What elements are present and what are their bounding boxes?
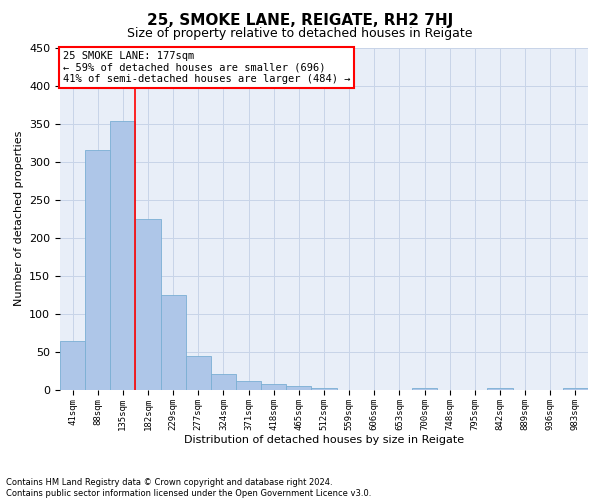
Bar [261,384,286,390]
Bar [211,374,236,390]
Bar [286,386,311,390]
Y-axis label: Number of detached properties: Number of detached properties [14,131,23,306]
Bar [412,388,437,390]
Bar [487,388,512,390]
Text: 25, SMOKE LANE, REIGATE, RH2 7HJ: 25, SMOKE LANE, REIGATE, RH2 7HJ [147,12,453,28]
Text: Size of property relative to detached houses in Reigate: Size of property relative to detached ho… [127,28,473,40]
Bar [136,219,161,390]
Bar [311,388,337,390]
Bar [161,295,186,390]
Text: Contains HM Land Registry data © Crown copyright and database right 2024.
Contai: Contains HM Land Registry data © Crown c… [6,478,371,498]
Bar [60,340,85,390]
Bar [563,388,588,390]
Bar [85,150,110,390]
Bar [186,356,211,390]
X-axis label: Distribution of detached houses by size in Reigate: Distribution of detached houses by size … [184,436,464,446]
Bar [110,122,136,390]
Text: 25 SMOKE LANE: 177sqm
← 59% of detached houses are smaller (696)
41% of semi-det: 25 SMOKE LANE: 177sqm ← 59% of detached … [62,51,350,84]
Bar [236,381,261,390]
